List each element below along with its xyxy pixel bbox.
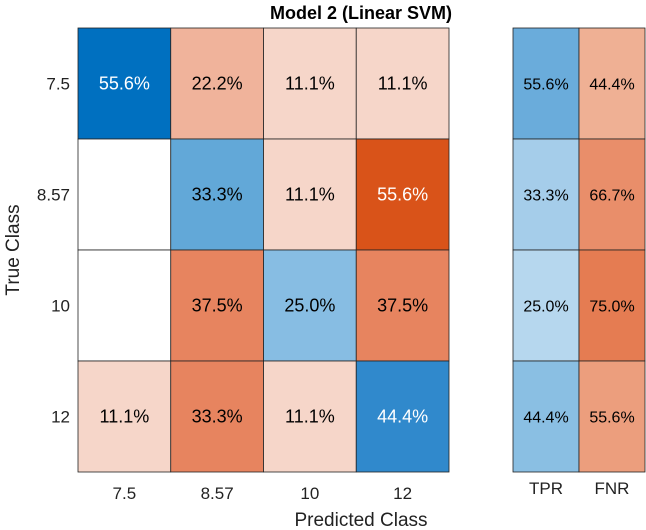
summary-cell (512, 27, 580, 140)
y-tick-label: 7.5 (46, 75, 70, 94)
summary-cell (512, 249, 580, 362)
matrix-cell-value: 11.1% (285, 407, 335, 427)
summary-cell (512, 360, 580, 473)
matrix-cell (263, 27, 357, 140)
matrix-cell-value: 22.2% (192, 74, 243, 94)
summary-cell-value: 25.0% (523, 299, 568, 316)
matrix-cell-value: 55.6% (99, 74, 150, 94)
summary-cell-value: 33.3% (523, 188, 568, 205)
matrix-cell (77, 249, 172, 362)
matrix-cell (355, 27, 450, 140)
y-tick-labels: 7.5 8.57 10 12 (37, 75, 70, 427)
matrix-grid: 55.6% 22.2% 11.1% 11.1% 33.3% 11.1% 55.6% 37.5%… (77, 27, 450, 473)
summary-cell (578, 138, 646, 251)
matrix-cell (355, 360, 450, 473)
summary-cell (578, 360, 646, 473)
matrix-cell-value: 33.3% (192, 407, 243, 427)
chart-title: Model 2 (Linear SVM) (270, 3, 452, 23)
matrix-cell (170, 27, 264, 140)
matrix-cell-value: 37.5% (192, 296, 243, 316)
x-tick-labels: 7.5 8.57 10 12 (113, 484, 413, 503)
summary-cell-value: 75.0% (589, 299, 634, 316)
y-tick-label: 12 (51, 408, 70, 427)
summary-cell (578, 249, 646, 362)
matrix-cell (170, 138, 264, 251)
summary-cell (512, 138, 580, 251)
matrix-cell-value: 55.6% (377, 185, 428, 205)
x-tick-label: 7.5 (113, 484, 137, 503)
summary-cell-value: 66.7% (589, 188, 634, 205)
y-tick-label: 8.57 (37, 186, 70, 205)
summary-grid: 55.6% 44.4% 33.3% 66.7% 25.0% 75.0% 44.4% 55.6% (512, 27, 646, 473)
y-tick-label: 10 (51, 297, 70, 316)
x-axis-label: Predicted Class (294, 510, 427, 530)
y-axis-label: True Class (3, 204, 24, 295)
x-tick-label: 12 (393, 484, 412, 503)
matrix-cell-value: 11.1% (378, 74, 428, 94)
summary-cell-value: 55.6% (523, 77, 568, 94)
matrix-cell-value: 11.1% (100, 407, 150, 427)
matrix-cell-value: 37.5% (377, 296, 428, 316)
summary-column-label: TPR (529, 479, 563, 498)
matrix-cell (263, 138, 357, 251)
matrix-cell (77, 138, 172, 251)
matrix-cell (77, 27, 172, 140)
summary-tick-labels: TPR FNR (529, 479, 629, 498)
matrix-cell (263, 360, 357, 473)
matrix-cell-value: 33.3% (192, 185, 243, 205)
summary-cell-value: 44.4% (523, 410, 568, 427)
matrix-cell-value: 25.0% (284, 296, 335, 316)
matrix-cell-value: 44.4% (377, 407, 428, 427)
summary-column-label: FNR (595, 479, 630, 498)
matrix-cell (170, 249, 264, 362)
x-tick-label: 8.57 (201, 484, 234, 503)
matrix-cell-value: 11.1% (285, 185, 335, 205)
summary-cell (578, 27, 646, 140)
summary-cell-value: 55.6% (589, 410, 634, 427)
matrix-cell (355, 249, 450, 362)
x-tick-label: 10 (300, 484, 319, 503)
matrix-cell-value: 11.1% (285, 74, 335, 94)
matrix-cell (170, 360, 264, 473)
summary-cell-value: 44.4% (589, 77, 634, 94)
